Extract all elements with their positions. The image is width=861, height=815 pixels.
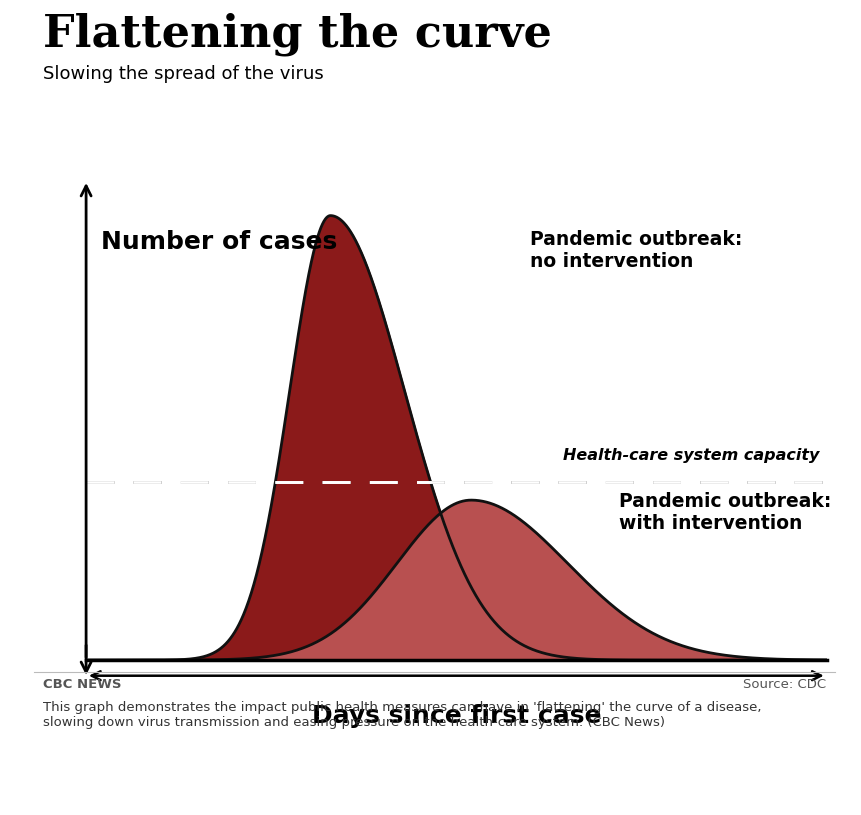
Text: Pandemic outbreak:
with intervention: Pandemic outbreak: with intervention [619, 492, 832, 533]
Text: CBC NEWS: CBC NEWS [43, 678, 121, 691]
Text: Pandemic outbreak:
no intervention: Pandemic outbreak: no intervention [530, 230, 743, 271]
Text: Number of cases: Number of cases [101, 230, 338, 253]
Text: Days since first case: Days since first case [312, 704, 601, 728]
Text: This graph demonstrates the impact public health measures can have in 'flattenin: This graph demonstrates the impact publi… [43, 701, 761, 729]
Text: Health-care system capacity: Health-care system capacity [563, 447, 819, 463]
Text: Slowing the spread of the virus: Slowing the spread of the virus [43, 65, 324, 83]
Text: Flattening the curve: Flattening the curve [43, 12, 552, 55]
Text: Source: CDC: Source: CDC [743, 678, 827, 691]
